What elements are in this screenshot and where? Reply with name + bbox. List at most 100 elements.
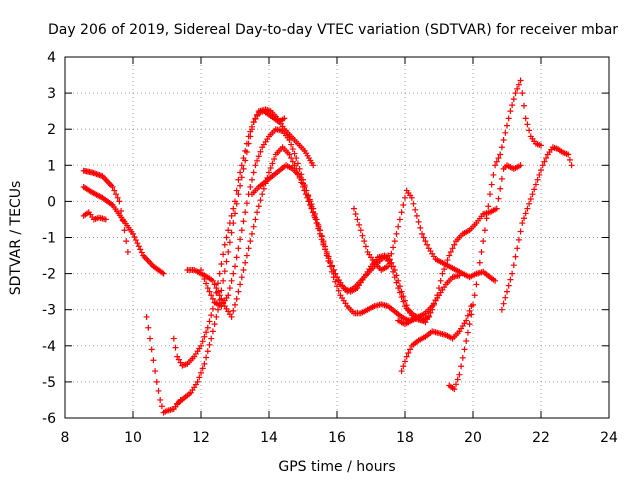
y-tick-label: 2 xyxy=(47,122,56,138)
x-tick-label: 22 xyxy=(532,430,550,446)
data-point xyxy=(483,215,490,222)
data-point xyxy=(398,209,405,216)
data-point xyxy=(568,162,575,169)
data-point xyxy=(521,215,527,222)
data-point xyxy=(532,181,539,188)
data-point xyxy=(444,257,451,264)
data-point xyxy=(413,212,420,219)
data-point xyxy=(238,174,245,181)
data-point xyxy=(509,270,516,277)
data-point xyxy=(441,266,448,273)
data-point xyxy=(245,245,252,252)
data-point xyxy=(498,175,505,182)
data-point xyxy=(566,156,573,163)
data-point xyxy=(157,396,164,403)
data-point xyxy=(172,344,179,351)
data-point xyxy=(198,266,204,273)
data-point xyxy=(310,162,317,169)
data-point xyxy=(522,210,529,217)
data-point xyxy=(288,155,295,162)
data-point xyxy=(218,295,225,302)
data-point xyxy=(255,203,262,210)
data-point xyxy=(175,356,182,363)
data-point xyxy=(464,312,471,319)
data-point xyxy=(351,205,357,212)
data-point xyxy=(288,141,295,148)
data-point xyxy=(400,293,407,300)
data-point xyxy=(492,162,499,169)
data-point xyxy=(252,216,259,223)
data-point xyxy=(515,236,522,243)
data-point xyxy=(495,155,502,162)
data-point xyxy=(255,153,262,160)
series-arc-b xyxy=(80,183,167,277)
data-point xyxy=(439,270,446,277)
data-point xyxy=(148,346,155,353)
data-point xyxy=(249,176,255,183)
series-arc-l xyxy=(395,162,524,328)
data-point xyxy=(402,358,408,365)
y-tick-label: 4 xyxy=(47,50,56,66)
data-point xyxy=(233,187,240,194)
data-point xyxy=(396,283,403,290)
data-point xyxy=(123,238,130,245)
data-point xyxy=(296,165,303,172)
data-point xyxy=(502,129,509,136)
data-point xyxy=(160,270,167,277)
data-point xyxy=(415,218,422,225)
data-point xyxy=(201,360,208,367)
data-point xyxy=(211,321,218,328)
data-point xyxy=(213,313,220,320)
data-point xyxy=(458,363,465,370)
data-point xyxy=(420,234,427,241)
data-point xyxy=(543,155,550,162)
data-point xyxy=(514,85,521,92)
data-point xyxy=(446,252,453,259)
data-point xyxy=(454,376,461,383)
x-tick-label: 14 xyxy=(260,430,278,446)
data-point xyxy=(512,253,519,260)
data-point xyxy=(233,200,240,207)
data-point xyxy=(235,176,242,183)
data-point xyxy=(526,127,533,134)
data-point xyxy=(517,228,524,235)
data-point xyxy=(137,246,144,253)
data-point xyxy=(393,230,400,237)
data-point xyxy=(498,144,505,151)
data-point xyxy=(206,341,213,348)
series-arc-e xyxy=(170,108,288,369)
data-point xyxy=(215,288,221,295)
data-point xyxy=(291,150,298,157)
data-point xyxy=(459,354,466,361)
series-arc-g xyxy=(184,144,425,324)
data-point xyxy=(504,122,510,129)
data-point xyxy=(524,205,531,212)
data-point xyxy=(490,171,497,178)
data-point xyxy=(334,274,340,281)
data-point xyxy=(531,186,538,193)
data-point xyxy=(422,319,429,326)
data-point xyxy=(271,155,278,162)
x-tick-label: 12 xyxy=(192,430,210,446)
data-point xyxy=(463,317,470,324)
data-point xyxy=(541,158,548,165)
data-point xyxy=(238,162,245,169)
data-point xyxy=(228,313,235,320)
data-point xyxy=(517,162,524,169)
data-point xyxy=(398,368,405,375)
data-point xyxy=(124,248,131,255)
data-point xyxy=(135,243,142,250)
data-point xyxy=(464,329,471,336)
data-point xyxy=(215,280,221,287)
y-tick-label: -1 xyxy=(42,231,56,247)
data-point xyxy=(147,335,153,342)
data-point xyxy=(405,350,412,357)
x-axis-label: GPS time / hours xyxy=(278,459,395,475)
data-point xyxy=(308,201,315,208)
data-point xyxy=(232,263,238,270)
data-point xyxy=(177,359,184,366)
data-point xyxy=(514,245,521,252)
data-point xyxy=(232,210,238,217)
data-point xyxy=(419,230,425,237)
data-point xyxy=(237,182,244,189)
